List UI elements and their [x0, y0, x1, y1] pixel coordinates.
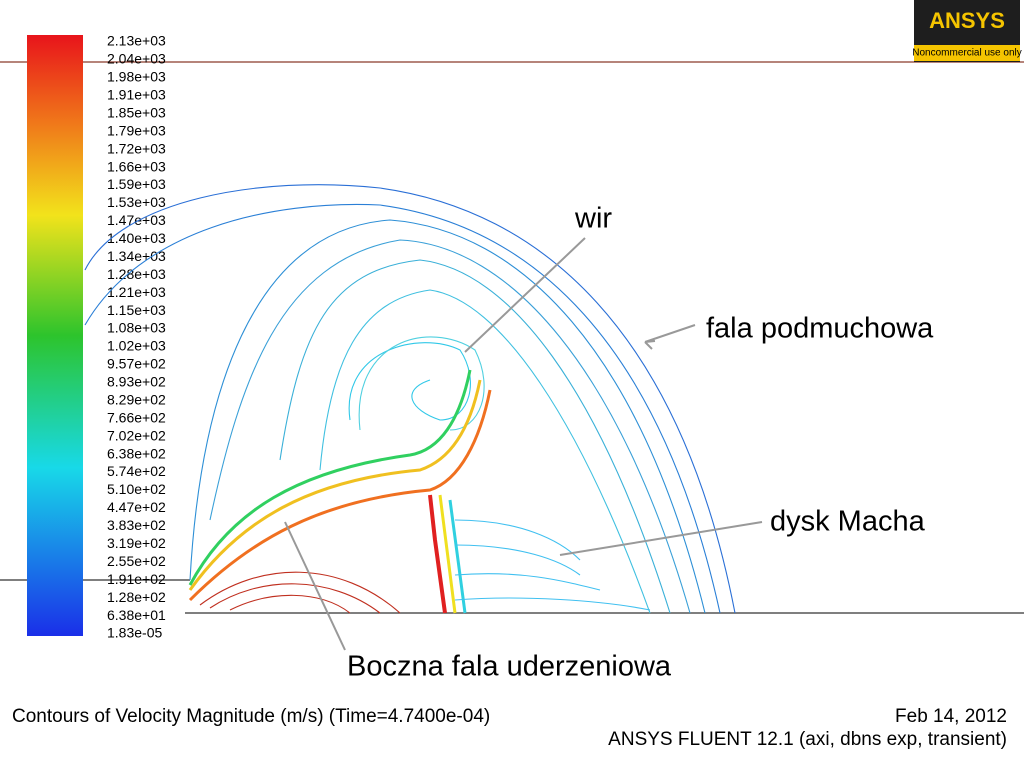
colorbar-label: 7.66e+02 [107, 409, 166, 425]
colorbar-label: 1.40e+03 [107, 230, 166, 246]
colorbar-label: 1.02e+03 [107, 338, 166, 354]
logo-text: ANSYS [929, 8, 1005, 33]
footer-date: Feb 14, 2012 [895, 706, 1007, 727]
colorbar-label: 2.13e+03 [107, 33, 166, 49]
colorbar-label: 1.83e-05 [107, 625, 162, 641]
colorbar-label: 8.29e+02 [107, 391, 166, 407]
annotation: dysk Macha [770, 506, 926, 538]
colorbar-label: 1.91e+02 [107, 571, 166, 587]
colorbar-label: 2.55e+02 [107, 553, 166, 569]
colorbar-label: 1.15e+03 [107, 302, 166, 318]
colorbar-label: 1.21e+03 [107, 284, 166, 300]
footer-solver: ANSYS FLUENT 12.1 (axi, dbns exp, transi… [608, 729, 1007, 750]
colorbar-label: 1.28e+02 [107, 589, 166, 605]
annotation: wir [574, 203, 612, 235]
colorbar [27, 35, 83, 636]
logo-band [914, 45, 1020, 61]
footer-title: Contours of Velocity Magnitude (m/s) (Ti… [12, 706, 490, 727]
colorbar-label: 8.93e+02 [107, 374, 166, 390]
colorbar-label: 3.83e+02 [107, 517, 166, 533]
colorbar-label: 1.47e+03 [107, 212, 166, 228]
colorbar-label: 3.19e+02 [107, 535, 166, 551]
contours [84, 184, 736, 614]
colorbar-label: 1.85e+03 [107, 104, 166, 120]
colorbar-label: 1.72e+03 [107, 140, 166, 156]
annotation: Boczna fala uderzeniowa [347, 651, 672, 683]
colorbar-label: 5.10e+02 [107, 481, 166, 497]
colorbar-label: 1.28e+03 [107, 266, 166, 282]
colorbar-label: 6.38e+02 [107, 445, 166, 461]
annotation: fala podmuchowa [706, 313, 934, 345]
colorbar-label: 4.47e+02 [107, 499, 166, 515]
colorbar-label: 9.57e+02 [107, 356, 166, 372]
colorbar-label: 1.34e+03 [107, 248, 166, 264]
colorbar-label: 1.08e+03 [107, 320, 166, 336]
logo-subtext: Noncommercial use only [912, 48, 1022, 59]
colorbar-label: 1.98e+03 [107, 69, 166, 85]
colorbar-label: 1.91e+03 [107, 87, 166, 103]
colorbar-label: 6.38e+01 [107, 607, 166, 623]
colorbar-label: 1.66e+03 [107, 158, 166, 174]
colorbar-label: 2.04e+03 [107, 51, 166, 67]
colorbar-label: 1.79e+03 [107, 122, 166, 138]
colorbar-label: 1.53e+03 [107, 194, 166, 210]
colorbar-label: 7.02e+02 [107, 427, 166, 443]
colorbar-label: 5.74e+02 [107, 463, 166, 479]
colorbar-labels: 2.13e+03 2.04e+03 1.98e+03 1.91e+031.85e+03… [107, 33, 166, 641]
annotation-lines [284, 237, 763, 651]
colorbar-label: 1.59e+03 [107, 176, 166, 192]
